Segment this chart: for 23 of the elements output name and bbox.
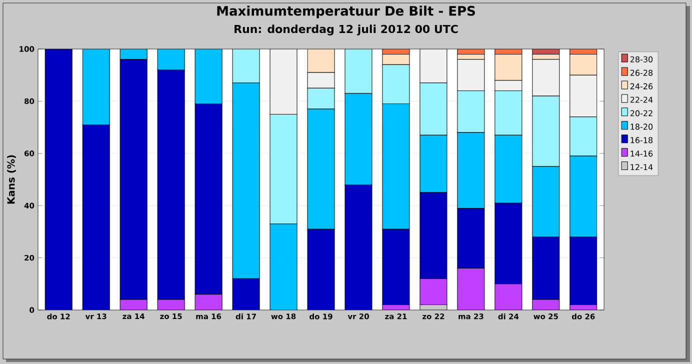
bar [420,48,448,84]
bar [457,268,485,310]
bar [457,59,485,92]
legend-label: 22-24 [630,96,653,103]
bar [420,278,448,306]
bar [194,294,222,310]
legend-label: 24-26 [630,83,653,90]
bar [532,59,560,96]
bar [270,48,298,114]
bar [494,284,522,310]
bar [307,72,335,88]
legend-label: 16-18 [630,137,653,144]
legend-label: 18-20 [630,124,653,130]
bar [494,80,522,92]
legend-label: 12-14 [630,164,653,170]
legend-label: 26-28 [630,70,653,76]
legend-label: 28-30 [630,56,653,62]
legend-label: 14-16 [630,150,653,157]
chart-subtitle: Run: donderdag 12 juli 2012 00 UTC [234,24,458,36]
bar [570,74,598,118]
chart-title: Maximumtemperatuur De Bilt - EPS [217,6,475,18]
legend-label: 20-22 [630,110,652,116]
y-axis-title: Kans (%) [7,155,16,204]
